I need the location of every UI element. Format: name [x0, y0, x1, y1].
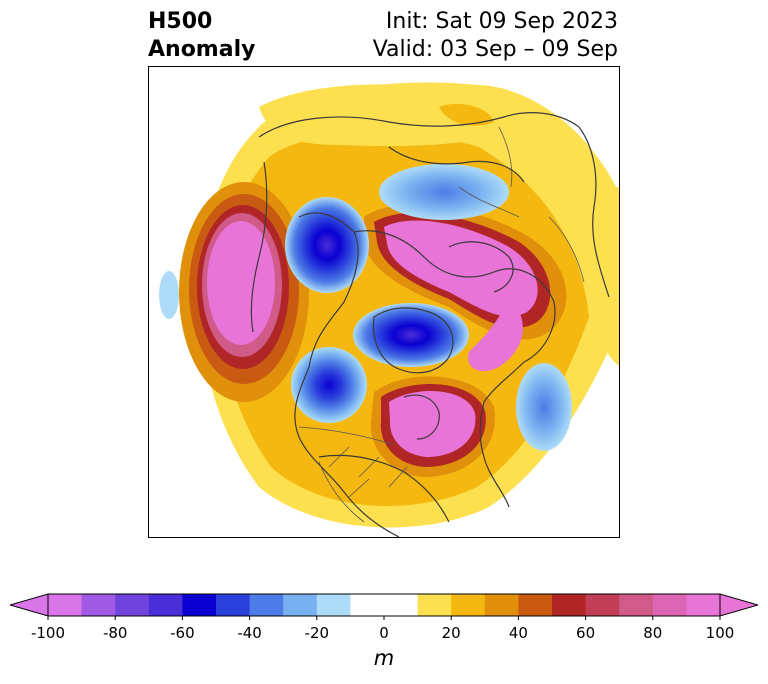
colorbar-segment [316, 594, 351, 616]
colorbar-segment [283, 594, 318, 616]
map-title: H500 Anomaly [148, 8, 255, 64]
colorbar-extend-max [719, 593, 758, 617]
colorbar-segment [484, 594, 519, 616]
colorbar-tick-label: 80 [643, 624, 663, 642]
colorbar-tick-label: 100 [705, 624, 735, 642]
colorbar-segment [518, 594, 553, 616]
colorbar-segment [417, 594, 452, 616]
colorbar-unit-label: m [373, 646, 395, 670]
coastlines [250, 112, 610, 537]
colorbar-segment [350, 594, 385, 616]
positive-anomaly-western-canada [179, 182, 309, 402]
colorbar-segment [619, 594, 654, 616]
title-line2: Anomaly [148, 37, 256, 62]
colorbar-segment [148, 594, 183, 616]
negative-anomaly-pacific [159, 271, 179, 319]
colorbar-tick-label: -80 [102, 624, 128, 642]
colorbar-tick-label: -40 [237, 624, 262, 642]
colorbar-segment [652, 594, 687, 616]
colorbar-tick-label: 20 [441, 624, 461, 642]
negative-anomaly-bering [285, 197, 369, 293]
colorbar-segment [686, 594, 721, 616]
colorbar-tick-label: 40 [508, 624, 528, 642]
colorbar-segment [552, 594, 587, 616]
colorbar-tick-label: -60 [170, 624, 195, 642]
anomaly-map [148, 66, 620, 538]
colorbar-segment [249, 594, 284, 616]
colorbar-segment [216, 594, 251, 616]
colorbar-tick-label: -20 [304, 624, 330, 642]
positive-anomaly-arctic [364, 204, 567, 372]
anomaly-map-svg [159, 82, 619, 537]
colorbar-segment [451, 594, 486, 616]
colorbar-tick-label: -100 [30, 624, 66, 642]
country-borders [298, 126, 585, 523]
colorbar-segment [48, 594, 83, 616]
colorbar-tick-label: 0 [379, 624, 389, 642]
colorbar-segment [81, 594, 116, 616]
negative-anomaly-western-us [291, 347, 367, 423]
title-line1: H500 [148, 9, 213, 34]
colorbar-extend-min [10, 593, 49, 617]
colorbar-segment [182, 594, 217, 616]
valid-time-label: Valid: 03 Sep – 09 Sep [372, 37, 618, 62]
positive-anomaly-eastern-na [370, 376, 495, 477]
colorbar-tick-label: 60 [576, 624, 596, 642]
colorbar [10, 593, 758, 620]
init-time-label: Init: Sat 09 Sep 2023 [385, 9, 618, 34]
negative-anomaly-hudson [353, 303, 469, 367]
negative-anomaly-atlantic [516, 363, 572, 451]
colorbar-segment [585, 594, 620, 616]
map-subtitle: Init: Sat 09 Sep 2023 Valid: 03 Sep – 09… [373, 8, 618, 64]
colorbar-ticks: -100 -80 -60 -40 -20 0 20 40 60 80 100 [0, 624, 768, 644]
negative-anomaly-kara [379, 164, 509, 220]
colorbar-segment [115, 594, 150, 616]
colorbar-segment [384, 594, 419, 616]
